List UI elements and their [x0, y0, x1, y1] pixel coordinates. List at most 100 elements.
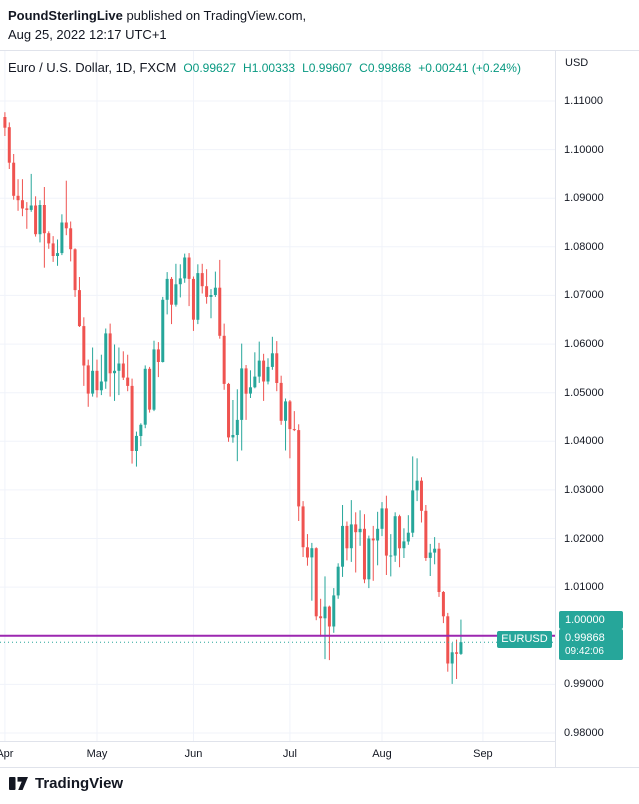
candle-body	[248, 387, 252, 394]
price-scale-label: 1.08000	[564, 240, 604, 253]
candle-body	[165, 278, 169, 300]
last-price-value: 0.99868	[565, 632, 605, 645]
candle-body	[117, 363, 121, 371]
candle-body	[459, 642, 463, 654]
candle-body	[354, 524, 358, 533]
candle-body	[314, 548, 318, 617]
candle-body	[310, 548, 314, 558]
candle-body	[95, 370, 99, 391]
candle-body	[358, 528, 362, 533]
attribution: PoundSterlingLive published on TradingVi…	[8, 6, 306, 44]
candle-body	[367, 538, 371, 580]
candle-body	[121, 363, 125, 378]
candle-body	[275, 353, 279, 383]
candle-body	[82, 326, 86, 366]
candle-body	[231, 435, 235, 438]
candle-body	[191, 278, 195, 320]
candle-body	[161, 299, 165, 362]
candle-body	[301, 506, 305, 548]
price-scale-label: 1.07000	[564, 289, 604, 302]
candle-body	[450, 652, 454, 664]
chart-legend: Euro / U.S. Dollar, 1D, FXCM O0.99627 H1.0…	[8, 59, 521, 77]
candle-body	[29, 205, 33, 210]
time-scale-label-aug: Aug	[372, 748, 392, 760]
candle-body	[174, 284, 178, 305]
candle-body	[42, 205, 46, 234]
candlestick-chart[interactable]	[0, 51, 555, 741]
candle-body	[297, 430, 301, 507]
candle-body	[183, 257, 187, 279]
candle-body	[34, 205, 38, 235]
candle-body	[446, 616, 450, 664]
candle-body	[99, 381, 103, 391]
candle-body	[126, 377, 130, 386]
candle-body	[455, 652, 459, 654]
candle-body	[3, 117, 7, 128]
time-scale-label-may: May	[86, 748, 108, 760]
last-price-label: 0.99868 09:42:06	[559, 629, 623, 661]
candle-body	[148, 368, 152, 410]
candle-body	[187, 257, 191, 279]
candle-body	[130, 385, 134, 451]
price-scale-label: 1.05000	[564, 386, 604, 399]
candle-body	[266, 366, 270, 382]
time-scale-label-jun: Jun	[184, 748, 203, 760]
candle-body	[244, 368, 248, 394]
candle-body	[235, 419, 239, 435]
candle-body	[134, 435, 138, 451]
candle-body	[402, 541, 406, 549]
candle-body	[152, 349, 156, 410]
publisher-name: PoundSterlingLive	[8, 8, 123, 23]
candle-body	[327, 606, 331, 627]
candle-body	[7, 127, 11, 163]
candle-body	[209, 295, 213, 297]
candle-body	[51, 243, 55, 256]
candle-body	[108, 333, 112, 374]
candle-body	[305, 547, 309, 558]
candle-body	[170, 278, 174, 305]
ohlc-low: L0.99607	[302, 61, 353, 75]
chart-widget: Euro / U.S. Dollar, 1D, FXCM O0.99627 H1.0…	[0, 50, 639, 768]
price-scale-label: 1.03000	[564, 483, 604, 496]
candle-body	[240, 368, 244, 420]
time-scale-label-jul: Jul	[282, 748, 297, 760]
candle-body	[253, 376, 257, 388]
candle-body	[60, 222, 64, 254]
candle-body	[336, 566, 340, 596]
attribution-suffix: published on TradingView.com,	[122, 8, 307, 23]
time-scale[interactable]: Apr May Jun Jul Aug Sep	[0, 741, 556, 767]
price-scale-label: 1.09000	[564, 192, 604, 205]
symbol-price-label: EURUSD	[497, 631, 552, 649]
ohlc-open: O0.99627	[183, 61, 237, 75]
candle-body	[441, 592, 445, 617]
candle-body	[86, 365, 90, 394]
symbol-title[interactable]: Euro / U.S. Dollar, 1D, FXCM	[8, 60, 177, 75]
candle-body	[428, 552, 432, 558]
candle-body	[419, 480, 423, 511]
candle-body	[371, 538, 375, 541]
candle-body	[332, 595, 336, 627]
candle-body	[47, 233, 51, 244]
candle-body	[257, 360, 261, 377]
candle-body	[398, 516, 402, 549]
candle-body	[415, 480, 419, 491]
candle-body	[178, 278, 182, 285]
tradingview-brand-text: TradingView	[35, 775, 124, 792]
time-scale-label-apr: Apr	[0, 748, 14, 760]
candle-body	[384, 508, 388, 556]
price-scale-label: 1.11000	[564, 95, 603, 107]
bar-countdown: 09:42:06	[565, 646, 604, 658]
price-scale[interactable]: USD 1.11000 1.10000 1.09000 1.08000 1.07000 1…	[555, 51, 639, 767]
candle-body	[227, 383, 231, 438]
tradingview-logo[interactable]: TradingView	[8, 773, 123, 794]
candle-body	[406, 532, 410, 542]
candle-body	[222, 335, 226, 384]
price-scale-label: 0.98000	[564, 727, 604, 739]
price-scale-currency: USD	[565, 57, 589, 69]
candle-body	[292, 429, 296, 431]
candle-body	[205, 286, 209, 297]
candle-body	[113, 370, 117, 374]
candle-body	[433, 548, 437, 553]
candle-body	[156, 349, 160, 362]
candle-body	[64, 222, 68, 229]
